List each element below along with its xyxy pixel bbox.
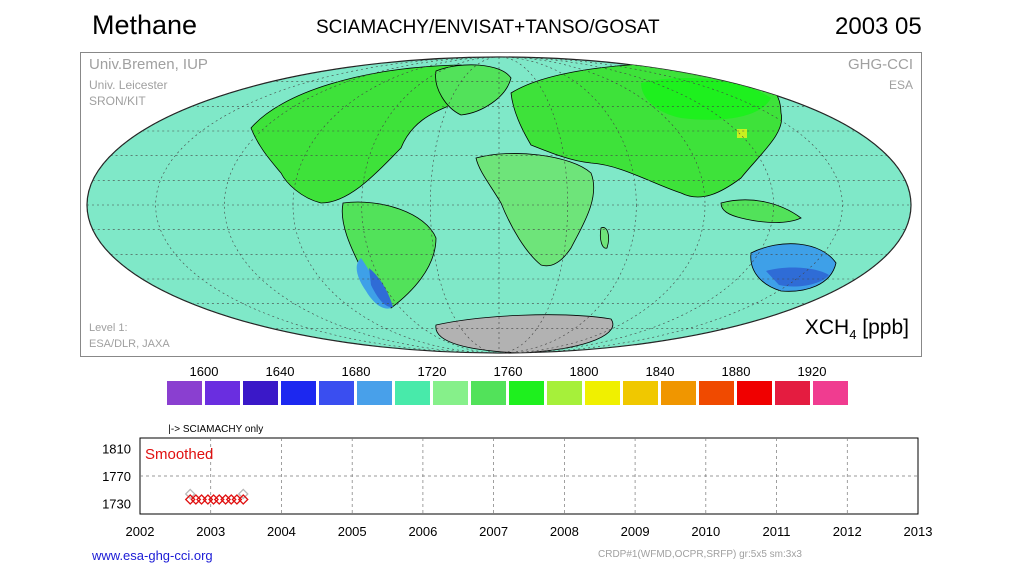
colorbar (167, 381, 848, 405)
landmass-south-america (341, 201, 437, 309)
landmass-madagascar (599, 227, 609, 249)
landmasses (250, 62, 837, 353)
colorbar-swatch (623, 381, 658, 405)
map-panel: Univ.Bremen, IUP Univ. Leicester SRON/KI… (80, 52, 922, 357)
colorbar-swatch (509, 381, 544, 405)
colorbar-tick-label: 1640 (266, 364, 295, 379)
data-point (196, 494, 207, 505)
colorbar-swatch (281, 381, 316, 405)
colorbar-swatch (205, 381, 240, 405)
graticule (87, 57, 911, 353)
x-tick-label: 2006 (408, 524, 437, 539)
x-tick-label: 2007 (479, 524, 508, 539)
graticule-meridian (361, 57, 637, 353)
x-tick-label: 2011 (763, 524, 791, 539)
colorbar-swatch (243, 381, 278, 405)
x-tick-label: 2003 (196, 524, 225, 539)
unit-tail: [ppb] (856, 316, 909, 339)
landmass-north-america (250, 64, 474, 204)
data-point (213, 494, 225, 505)
landmass-antarctica (435, 314, 614, 353)
x-tick-label: 2008 (550, 524, 579, 539)
landmass-greenland (435, 64, 512, 116)
data-point (225, 494, 237, 505)
colorbar-swatch (319, 381, 354, 405)
region-siberia-high (641, 78, 771, 120)
map-date: 2003 05 (835, 13, 922, 40)
colorbar-swatch (395, 381, 430, 405)
y-tick-label: 1810 (102, 441, 131, 456)
colorbar-swatch (167, 381, 202, 405)
colorbar-swatch (471, 381, 506, 405)
colorbar-tick-label: 1840 (646, 364, 675, 379)
map-title: Methane (92, 10, 198, 40)
credit-project: GHG-CCI (848, 56, 913, 73)
credit-institution-1: Univ.Bremen, IUP (89, 56, 208, 73)
landmass-indonesia (720, 199, 802, 223)
landmass-africa (475, 153, 595, 267)
instrument-subtitle: SCIAMACHY/ENVISAT+TANSO/GOSAT (316, 17, 660, 38)
colorbar-swatch (699, 381, 734, 405)
sciamachy-only-annotation: |-> SCIAMACHY only (168, 424, 263, 435)
colorbar-tick-label: 1800 (570, 364, 599, 379)
website-link[interactable]: www.esa-ghg-cci.org (92, 548, 213, 563)
data-point (237, 488, 249, 500)
colorbar-tick-label: 1760 (494, 364, 523, 379)
credit-institution-2: Univ. Leicester (89, 78, 168, 92)
region-australia-lowest (766, 267, 829, 287)
smoothed-label: Smoothed (145, 446, 213, 463)
product-info: CRDP#1(WFMD,OCPR,SRFP) gr:5x5 sm:3x3 (598, 549, 802, 560)
credit-institution-3: SRON/KIT (89, 94, 146, 108)
timeseries-chart: 1810 1770 1730 2002 2003 2004 2005 2006 2007 2008… (102, 424, 933, 539)
y-tick-label: 1770 (102, 469, 131, 484)
x-tick-label: 2002 (126, 524, 155, 539)
colorbar-tick-label: 1600 (190, 364, 219, 379)
colorbar-swatch (357, 381, 392, 405)
methane-world-map (86, 56, 912, 354)
x-tick-label: 2012 (833, 524, 862, 539)
colorbar-swatch (737, 381, 772, 405)
colorbar-swatch (433, 381, 468, 405)
x-tick-label: 2010 (691, 524, 720, 539)
x-tick-label: 2005 (338, 524, 367, 539)
data-point (231, 494, 243, 505)
colorbar-swatch (775, 381, 810, 405)
data-point (237, 494, 249, 505)
y-tick-label: 1730 (102, 497, 131, 512)
colorbar-swatch (661, 381, 696, 405)
graticule-meridian (430, 57, 568, 353)
unit-main: XCH (804, 316, 850, 339)
data-point (184, 494, 196, 505)
x-tick-label: 2013 (904, 524, 933, 539)
colorbar-tick-label: 1680 (342, 364, 371, 379)
colorbar-tick-label: 1920 (798, 364, 827, 379)
credit-agency: ESA (888, 78, 913, 92)
colorbar-tick-label: 1720 (418, 364, 447, 379)
region-south-america-lowest (369, 268, 393, 308)
data-point (220, 494, 231, 505)
x-tick-label: 2009 (621, 524, 650, 539)
region-yellow-hotspot (737, 129, 747, 138)
unit-label: XCH4 [ppb] (805, 317, 909, 343)
credit-level-source: ESA/DLR, JAXA (89, 338, 170, 350)
colorbar-swatch (813, 381, 848, 405)
colorbar-tick-label: 1880 (722, 364, 751, 379)
unit-subscript: 4 (849, 327, 857, 343)
x-tick-label: 2004 (267, 524, 296, 539)
graticule-meridian (292, 57, 706, 353)
colorbar-swatch (585, 381, 620, 405)
data-point (184, 488, 196, 500)
colorbar-swatch (547, 381, 582, 405)
credit-level-label: Level 1: (89, 322, 128, 334)
